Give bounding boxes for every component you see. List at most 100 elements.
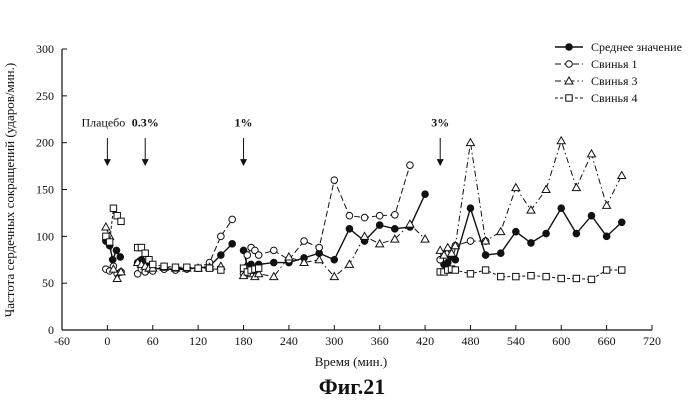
data-point — [573, 230, 580, 237]
data-point — [587, 150, 595, 157]
data-point — [497, 250, 504, 257]
x-tick-label: 480 — [461, 334, 479, 348]
axes: 050100150200250300-600601201802403003604… — [36, 42, 661, 348]
x-tick-label: 180 — [235, 334, 253, 348]
x-tick-label: 720 — [643, 334, 661, 348]
x-tick-label: 540 — [507, 334, 525, 348]
data-point — [572, 184, 580, 191]
data-point — [513, 273, 519, 279]
data-point — [316, 244, 323, 251]
data-point — [619, 267, 625, 273]
x-tick-label: 120 — [189, 334, 207, 348]
data-point — [482, 267, 488, 273]
data-point — [270, 247, 277, 254]
data-point — [244, 252, 251, 259]
data-point — [543, 230, 550, 237]
x-tick-label: 0 — [104, 334, 110, 348]
x-tick-label: 60 — [147, 334, 159, 348]
data-point — [467, 271, 473, 277]
data-point — [407, 162, 414, 169]
x-tick-label: -60 — [54, 334, 70, 348]
x-tick-label: 600 — [552, 334, 570, 348]
data-point — [255, 252, 262, 259]
series-3 — [102, 137, 626, 282]
data-point — [331, 256, 338, 263]
data-point — [376, 240, 384, 247]
data-point — [161, 263, 167, 269]
data-point — [184, 264, 190, 270]
series-1 — [103, 191, 625, 273]
data-point — [528, 240, 535, 247]
y-axis-title: Частота сердечных сокращений (ударов/мин… — [2, 63, 17, 317]
data-point — [110, 205, 116, 211]
dose-arrowhead — [104, 159, 111, 166]
data-point — [527, 206, 535, 213]
legend-marker — [566, 61, 573, 68]
y-tick-label: 150 — [36, 183, 54, 197]
data-point — [315, 256, 323, 263]
data-point — [346, 212, 353, 219]
data-point — [558, 275, 564, 281]
y-tick-label: 300 — [36, 42, 54, 56]
data-point — [345, 260, 353, 267]
dose-label: 3% — [431, 116, 449, 130]
legend-label: Среднее значение — [591, 40, 682, 54]
data-point — [618, 171, 626, 178]
y-tick-label: 100 — [36, 229, 54, 243]
data-point — [150, 261, 156, 267]
data-point — [603, 267, 609, 273]
data-point — [452, 256, 459, 263]
x-tick-label: 240 — [280, 334, 298, 348]
data-point — [376, 222, 383, 229]
x-tick-label: 300 — [325, 334, 343, 348]
data-point — [513, 228, 520, 235]
data-point — [195, 265, 201, 271]
x-tick-label: 420 — [416, 334, 434, 348]
data-point — [142, 250, 148, 256]
data-point — [118, 218, 124, 224]
dose-arrowhead — [142, 159, 149, 166]
data-point — [512, 184, 520, 191]
data-point — [558, 205, 565, 212]
data-point — [229, 216, 236, 223]
y-tick-label: 50 — [42, 276, 54, 290]
data-point — [218, 267, 224, 273]
data-point — [467, 205, 474, 212]
legend-label: Свинья 1 — [591, 57, 638, 71]
data-point — [498, 273, 504, 279]
data-point — [361, 232, 369, 239]
dose-arrowhead — [240, 159, 247, 166]
data-point — [270, 259, 277, 266]
dose-label: 0.3% — [132, 116, 159, 130]
data-point — [102, 223, 110, 230]
data-point — [229, 241, 236, 248]
x-tick-label: 360 — [371, 334, 389, 348]
data-point — [376, 212, 383, 219]
data-point — [422, 191, 429, 198]
legend: Среднее значение Свинья 1 Свинья 3 Свинья 4 — [555, 40, 682, 105]
data-point — [482, 252, 489, 259]
data-point — [106, 239, 112, 245]
data-point — [331, 177, 338, 184]
series-layer — [102, 137, 626, 283]
legend-label: Свинья 4 — [591, 91, 638, 105]
data-point — [603, 233, 610, 240]
figure-label: Фиг.21 — [319, 374, 386, 399]
data-point — [466, 139, 474, 146]
data-point — [603, 201, 611, 208]
series-line — [440, 141, 622, 255]
data-point — [361, 214, 368, 221]
data-point — [452, 267, 458, 273]
data-point — [528, 272, 534, 278]
data-point — [392, 211, 399, 218]
y-tick-label: 250 — [36, 89, 54, 103]
data-point — [117, 254, 124, 261]
legend-label: Свинья 3 — [591, 74, 638, 88]
data-point — [218, 233, 225, 240]
data-point — [346, 226, 353, 233]
dose-arrowhead — [437, 159, 444, 166]
data-point — [542, 186, 550, 193]
data-point — [172, 264, 178, 270]
legend-marker — [566, 95, 572, 101]
